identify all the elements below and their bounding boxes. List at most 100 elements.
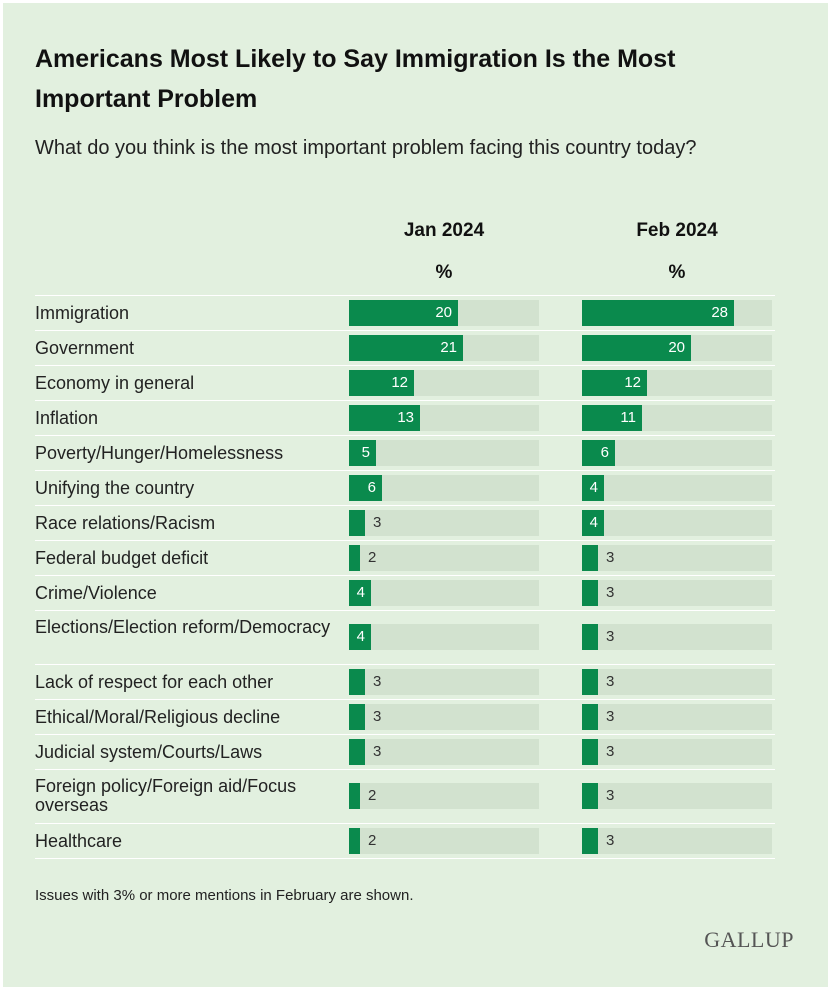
- bar-feb: [582, 405, 642, 431]
- bar-track-feb: [582, 475, 772, 501]
- value-label-feb: 3: [606, 673, 615, 690]
- bar-feb: [582, 704, 598, 730]
- value-label-jan: 21: [440, 339, 457, 356]
- value-label-jan: 2: [368, 549, 377, 566]
- column-unit-feb: %: [668, 262, 686, 283]
- category-label: Healthcare: [35, 831, 123, 851]
- bar-track-jan: [349, 440, 539, 466]
- row-divider: [35, 664, 775, 665]
- value-label-jan: 5: [361, 444, 370, 461]
- bar-feb: [582, 580, 598, 606]
- bar-jan: [349, 370, 414, 396]
- value-label-jan: 3: [373, 673, 382, 690]
- category-label: Elections/Election reform/Democracy: [35, 617, 331, 637]
- category-label: Economy in general: [35, 373, 195, 393]
- category-label: Foreign policy/Foreign aid/Focus oversea…: [35, 776, 297, 815]
- category-label: Lack of respect for each other: [35, 672, 274, 692]
- chart-title: Americans Most Likely to Say Immigration…: [35, 45, 676, 113]
- value-label-jan: 2: [368, 832, 377, 849]
- bar-track-feb: [582, 624, 772, 650]
- row-divider: [35, 575, 775, 576]
- column-unit-jan: %: [435, 262, 453, 283]
- value-label-jan: 13: [397, 409, 414, 426]
- value-label-jan: 4: [356, 584, 365, 601]
- value-label-jan: 4: [356, 628, 365, 645]
- row-divider: [35, 295, 775, 296]
- bar-jan: [349, 510, 365, 536]
- category-label: Unifying the country: [35, 478, 195, 498]
- bar-track-jan: [349, 669, 539, 695]
- row-divider: [35, 699, 775, 700]
- bar-track-feb: [582, 580, 772, 606]
- value-label-feb: 3: [606, 584, 615, 601]
- bar-jan: [349, 704, 365, 730]
- bar-track-jan: [349, 545, 539, 571]
- category-label: Poverty/Hunger/Homelessness: [35, 443, 284, 463]
- category-label: Judicial system/Courts/Laws: [35, 742, 263, 762]
- row-divider: [35, 505, 775, 506]
- bar-jan: [349, 335, 463, 361]
- bar-jan: [349, 300, 458, 326]
- row-divider: [35, 330, 775, 331]
- row-divider: [35, 734, 775, 735]
- row-divider: [35, 858, 775, 859]
- value-label-feb: 3: [606, 708, 615, 725]
- value-label-feb: 12: [624, 374, 641, 391]
- bar-track-feb: [582, 669, 772, 695]
- value-label-jan: 6: [367, 479, 376, 496]
- bar-jan: [349, 545, 360, 571]
- bar-feb: [582, 624, 598, 650]
- value-label-feb: 3: [606, 628, 615, 645]
- bar-track-feb: [582, 545, 772, 571]
- row-divider: [35, 540, 775, 541]
- value-label-feb: 11: [620, 409, 636, 426]
- row-divider: [35, 365, 775, 366]
- value-label-feb: 20: [668, 339, 685, 356]
- category-label: Inflation: [35, 408, 99, 428]
- category-label: Federal budget deficit: [35, 548, 209, 568]
- category-label: Race relations/Racism: [35, 513, 216, 533]
- bar-feb: [582, 475, 604, 501]
- bar-jan: [349, 624, 371, 650]
- category-label: Crime/Violence: [35, 583, 157, 603]
- value-label-feb: 3: [606, 787, 615, 804]
- bar-track-jan: [349, 739, 539, 765]
- row-divider: [35, 769, 775, 770]
- gallup-logo: GALLUP: [704, 927, 794, 952]
- bar-track-jan: [349, 580, 539, 606]
- value-label-feb: 6: [600, 444, 609, 461]
- bar-jan: [349, 783, 360, 809]
- chart-subtitle: What do you think is the most important …: [35, 137, 697, 159]
- bar-feb: [582, 370, 647, 396]
- bar-track-jan: [349, 828, 539, 854]
- bar-feb: [582, 440, 615, 466]
- bar-jan: [349, 580, 371, 606]
- bar-track-feb: [582, 510, 772, 536]
- category-label: Ethical/Moral/Religious decline: [35, 707, 281, 727]
- bar-track-feb: [582, 828, 772, 854]
- value-label-jan: 2: [368, 787, 377, 804]
- bar-track-feb: [582, 704, 772, 730]
- category-label: Immigration: [35, 303, 130, 323]
- value-label-feb: 3: [606, 549, 615, 566]
- row-divider: [35, 823, 775, 824]
- bar-track-feb: [582, 739, 772, 765]
- value-label-jan: 3: [373, 743, 382, 760]
- bar-feb: [582, 783, 598, 809]
- bar-jan: [349, 828, 360, 854]
- bar-track-jan: [349, 624, 539, 650]
- bar-feb: [582, 335, 691, 361]
- value-label-feb: 3: [606, 743, 615, 760]
- value-label-feb: 4: [589, 479, 598, 496]
- row-divider: [35, 400, 775, 401]
- bar-feb: [582, 828, 598, 854]
- value-label-jan: 12: [391, 374, 408, 391]
- bar-feb: [582, 669, 598, 695]
- value-label-jan: 3: [373, 514, 382, 531]
- chart-panel: Americans Most Likely to Say Immigration…: [3, 3, 828, 987]
- bar-feb: [582, 300, 734, 326]
- bar-jan: [349, 440, 376, 466]
- row-divider: [35, 470, 775, 471]
- bar-track-jan: [349, 510, 539, 536]
- column-header-feb: Feb 2024: [636, 220, 718, 241]
